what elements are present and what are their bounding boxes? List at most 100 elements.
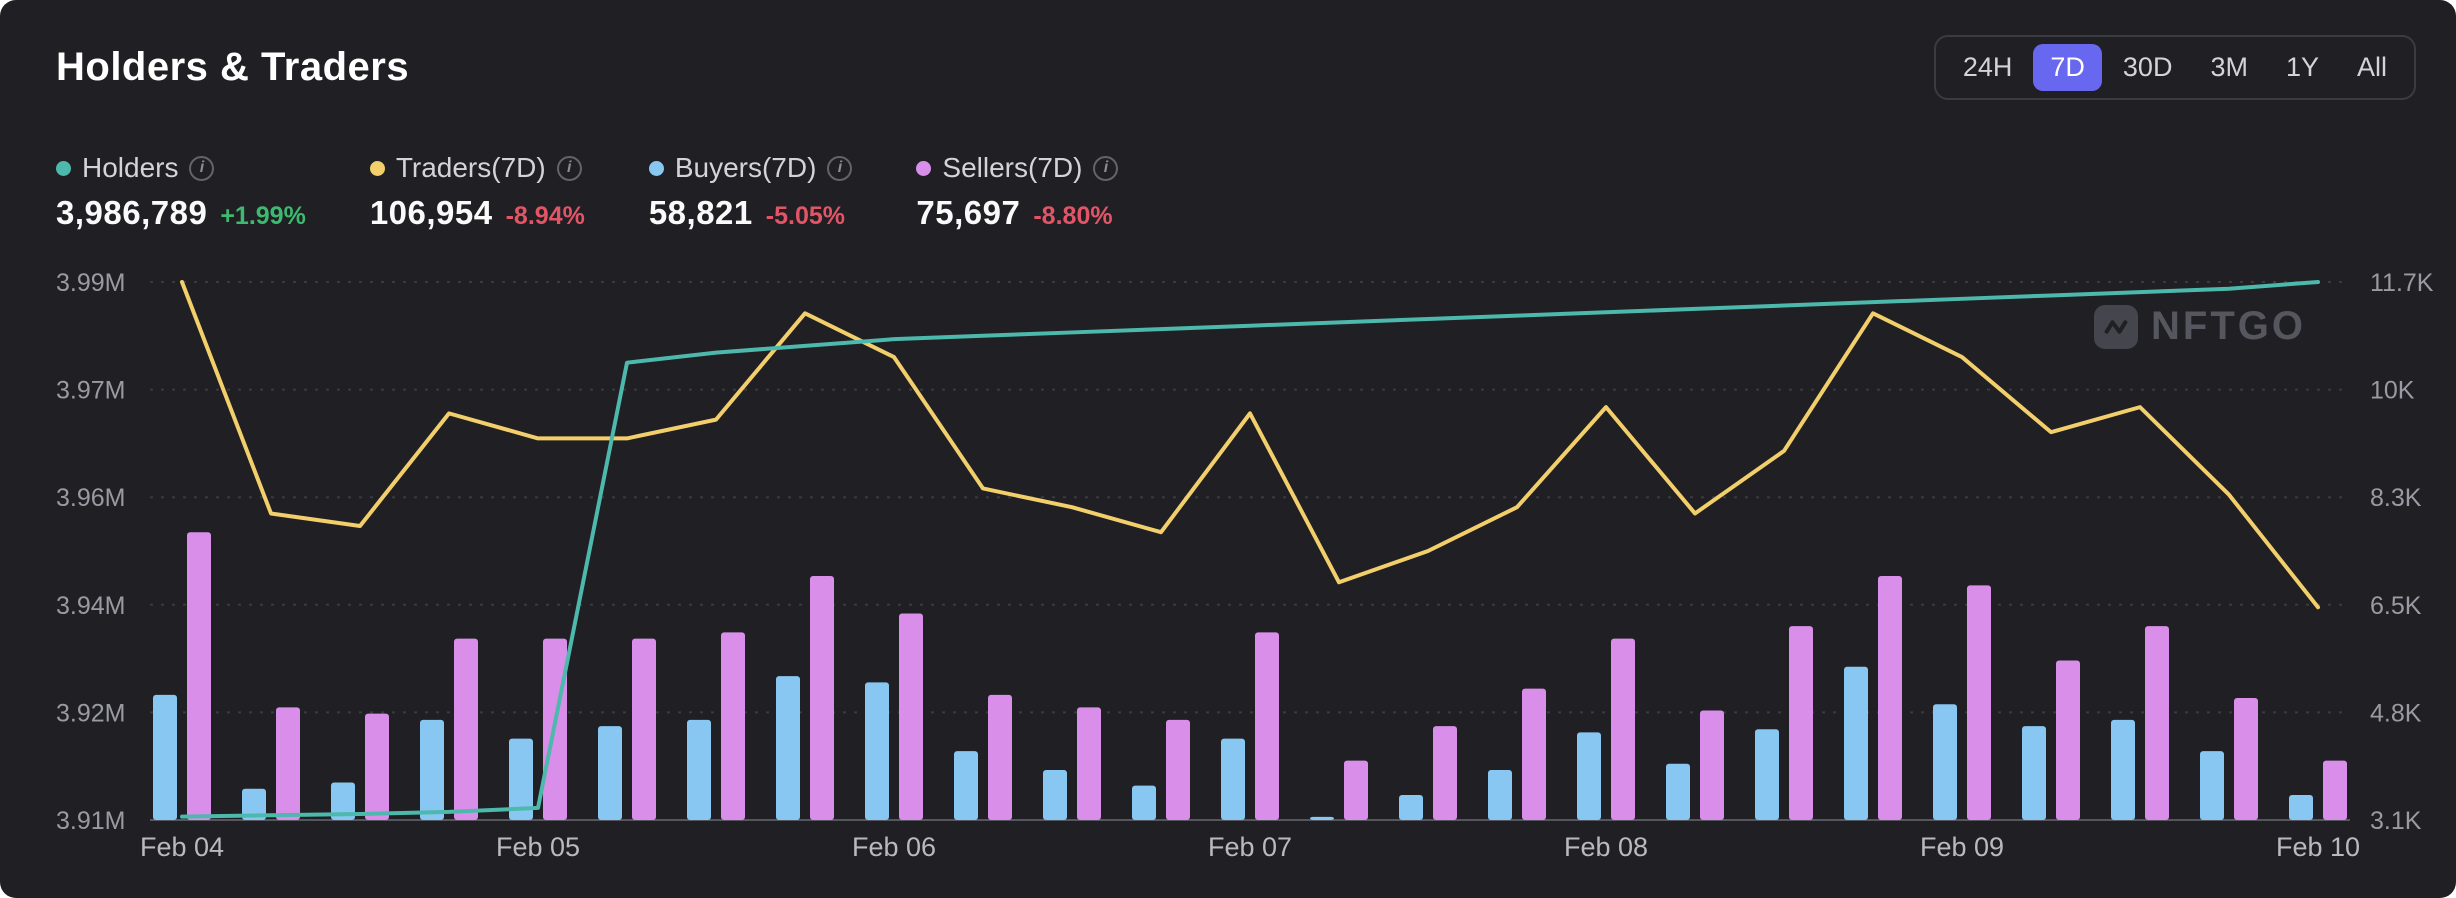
buyers-bar[interactable] bbox=[1933, 704, 1957, 820]
sellers-bar[interactable] bbox=[454, 638, 478, 820]
sellers-bar[interactable] bbox=[187, 532, 211, 820]
buyers-bar[interactable] bbox=[1399, 794, 1423, 820]
info-icon[interactable]: i bbox=[827, 155, 853, 181]
sellers-bar[interactable] bbox=[632, 638, 656, 820]
sellers-bar[interactable] bbox=[2323, 760, 2347, 820]
x-axis-label: Feb 04 bbox=[140, 832, 224, 862]
x-axis-label: Feb 07 bbox=[1208, 832, 1292, 862]
buyers-bar[interactable] bbox=[2111, 719, 2135, 820]
info-icon[interactable]: i bbox=[556, 155, 582, 181]
buyers-bar[interactable] bbox=[420, 719, 444, 820]
stat-change: -5.05% bbox=[765, 202, 845, 230]
sellers-bar[interactable] bbox=[2056, 660, 2080, 820]
buyers-bar[interactable] bbox=[1221, 738, 1245, 820]
range-3m[interactable]: 3M bbox=[2193, 44, 2265, 91]
sellers-bar[interactable] bbox=[1967, 585, 1991, 820]
buyers-bar[interactable] bbox=[1043, 769, 1067, 820]
left-axis-label: 3.96M bbox=[56, 484, 125, 512]
legend-item-buyers[interactable]: Buyers(7D) i bbox=[648, 152, 853, 184]
left-axis-label: 3.92M bbox=[56, 699, 125, 727]
sellers-bar[interactable] bbox=[2234, 698, 2258, 820]
panel-header: Holders & Traders 24H 7D 30D 3M 1Y All bbox=[0, 0, 2456, 104]
x-axis-label: Feb 10 bbox=[2276, 832, 2360, 862]
buyers-dot-icon bbox=[648, 160, 664, 176]
sellers-bar[interactable] bbox=[1166, 719, 1190, 820]
buyers-bar[interactable] bbox=[1666, 763, 1690, 820]
buyers-bar[interactable] bbox=[1844, 666, 1868, 820]
stat-values: 75,697 -8.80% bbox=[916, 194, 1118, 232]
sellers-bar[interactable] bbox=[276, 707, 300, 820]
holders-dot-icon bbox=[56, 160, 71, 176]
stat-buyers: Buyers(7D) i 58,821 -5.05% bbox=[648, 152, 853, 232]
buyers-bar[interactable] bbox=[1132, 785, 1156, 820]
buyers-bar[interactable] bbox=[509, 738, 533, 820]
left-axis-label: 3.99M bbox=[56, 269, 125, 297]
sellers-bar[interactable] bbox=[1789, 626, 1813, 820]
traders-line[interactable] bbox=[180, 280, 2320, 610]
buyers-bar[interactable] bbox=[2289, 794, 2313, 820]
range-1y[interactable]: 1Y bbox=[2269, 44, 2336, 91]
sellers-bar[interactable] bbox=[1077, 707, 1101, 820]
info-icon[interactable]: i bbox=[189, 155, 215, 181]
stat-label: Traders(7D) bbox=[395, 152, 546, 183]
range-24h[interactable]: 24H bbox=[1946, 44, 2030, 91]
sellers-bar[interactable] bbox=[1344, 760, 1368, 820]
sellers-bar[interactable] bbox=[899, 613, 923, 820]
info-icon[interactable]: i bbox=[1093, 155, 1119, 181]
buyers-bar[interactable] bbox=[2200, 751, 2224, 820]
sellers-bar[interactable] bbox=[2145, 626, 2169, 820]
sellers-bar[interactable] bbox=[1611, 638, 1635, 820]
holders-line[interactable] bbox=[180, 280, 2320, 819]
sellers-bar[interactable] bbox=[1700, 710, 1724, 820]
sellers-bar[interactable] bbox=[721, 632, 745, 820]
x-axis-label: Feb 09 bbox=[1920, 832, 2004, 862]
chart-canvas[interactable]: 3.99M 11.7K 3.97M 10K 3.96M 8.3K 3.94M 6.5K 3.92… bbox=[0, 248, 2456, 896]
sellers-bar[interactable] bbox=[988, 694, 1012, 820]
buyers-bar[interactable] bbox=[1577, 732, 1601, 820]
legend-item-traders[interactable]: Traders(7D) i bbox=[369, 152, 585, 184]
right-axis-label: 6.5K bbox=[2370, 592, 2422, 620]
buyers-bar[interactable] bbox=[331, 782, 355, 820]
buyers-bar[interactable] bbox=[687, 719, 711, 820]
legend-stats-row: Holders i 3,986,789 +1.99% Traders(7D) i… bbox=[0, 104, 2456, 232]
range-all[interactable]: All bbox=[2340, 44, 2404, 91]
sellers-bar[interactable] bbox=[365, 713, 389, 820]
sellers-bar[interactable] bbox=[1433, 726, 1457, 820]
buyers-bar[interactable] bbox=[954, 751, 978, 820]
buyers-bar[interactable] bbox=[865, 682, 889, 820]
nftgo-watermark: NFTGO bbox=[2094, 304, 2306, 349]
stat-change: +1.99% bbox=[220, 202, 306, 230]
buyers-bar[interactable] bbox=[153, 694, 177, 820]
stat-label: Holders bbox=[82, 152, 179, 183]
watermark-text: NFTGO bbox=[2151, 304, 2306, 348]
left-axis-label: 3.94M bbox=[56, 592, 125, 620]
sellers-bar[interactable] bbox=[1878, 576, 1902, 820]
x-axis-label: Feb 08 bbox=[1564, 832, 1648, 862]
stat-value: 106,954 bbox=[369, 194, 493, 231]
stat-change: -8.80% bbox=[1033, 202, 1113, 230]
legend-item-sellers[interactable]: Sellers(7D) i bbox=[916, 152, 1119, 184]
buyers-bar[interactable] bbox=[1310, 816, 1334, 820]
holders-traders-chart[interactable]: 3.99M 11.7K 3.97M 10K 3.96M 8.3K 3.94M 6.5K 3.92… bbox=[0, 248, 2456, 896]
traders-dot-icon bbox=[369, 160, 385, 176]
sellers-bar[interactable] bbox=[1255, 632, 1279, 820]
sellers-bar[interactable] bbox=[1522, 688, 1546, 820]
left-axis-label: 3.91M bbox=[56, 807, 125, 835]
buyers-bar[interactable] bbox=[598, 726, 622, 820]
stat-traders: Traders(7D) i 106,954 -8.94% bbox=[369, 152, 585, 232]
right-axis-label: 3.1K bbox=[2370, 807, 2422, 835]
buyers-bar[interactable] bbox=[776, 676, 800, 820]
range-7d[interactable]: 7D bbox=[2033, 43, 2102, 91]
page-title: Holders & Traders bbox=[56, 44, 410, 89]
legend-item-holders[interactable]: Holders i bbox=[56, 152, 306, 184]
buyers-bar[interactable] bbox=[1488, 769, 1512, 820]
buyers-bar[interactable] bbox=[1755, 729, 1779, 820]
buyers-bar[interactable] bbox=[2022, 726, 2046, 820]
range-30d[interactable]: 30D bbox=[2106, 44, 2190, 91]
stat-value: 3,986,789 bbox=[56, 194, 208, 231]
buyers-bar[interactable] bbox=[242, 788, 266, 820]
sellers-bar[interactable] bbox=[810, 576, 834, 820]
stat-change: -8.94% bbox=[505, 202, 585, 230]
stat-value: 75,697 bbox=[916, 194, 1021, 231]
